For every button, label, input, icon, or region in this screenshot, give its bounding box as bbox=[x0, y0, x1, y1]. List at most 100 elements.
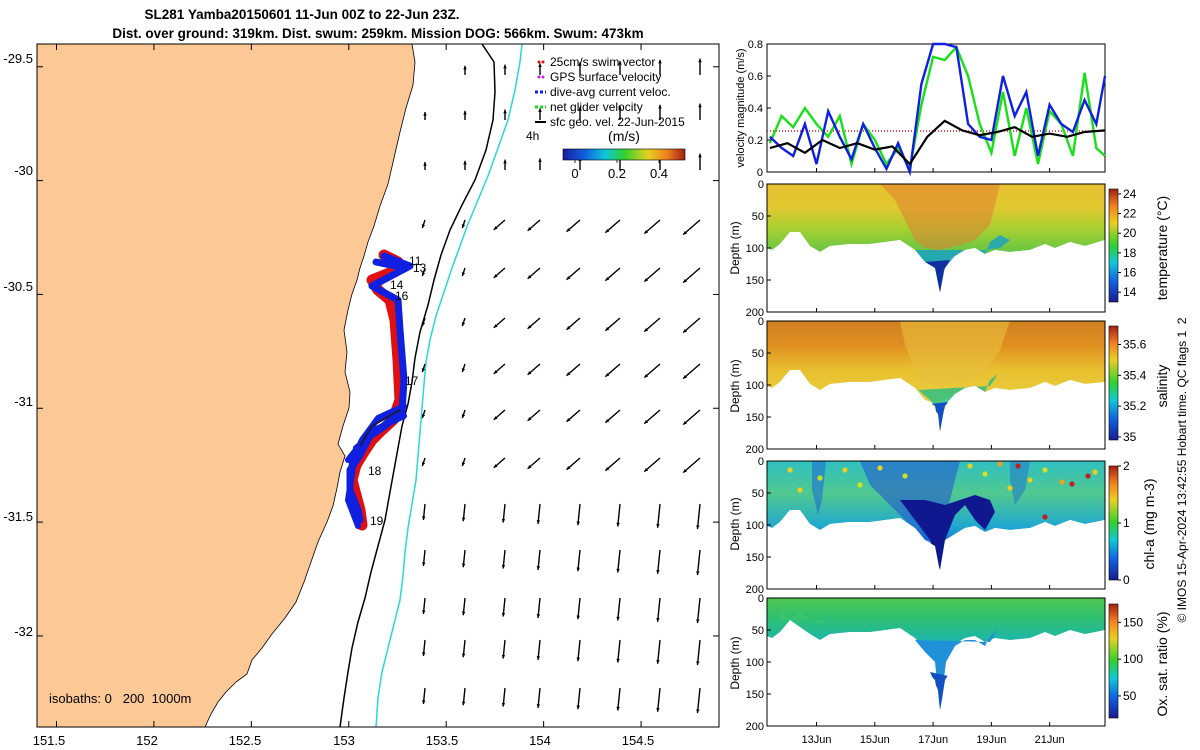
velocity-arrow bbox=[421, 267, 426, 277]
speed-ylabel: velocity magnitude (m/s) bbox=[735, 48, 747, 167]
velocity-arrow bbox=[421, 363, 426, 373]
velocity-arrow bbox=[696, 503, 701, 530]
depth-tick-0-2: 100 bbox=[746, 243, 764, 255]
svg-text:154: 154 bbox=[529, 733, 551, 748]
velocity-arrow bbox=[656, 549, 661, 574]
velocity-arrow bbox=[493, 457, 506, 469]
velocity-arrow bbox=[422, 687, 426, 705]
temp-label: temperature (°C) bbox=[1154, 196, 1170, 300]
time-tick-1: 15Jun bbox=[860, 734, 890, 746]
velocity-arrow bbox=[576, 687, 581, 710]
svg-text:0: 0 bbox=[571, 166, 578, 181]
temp-ticks-2: 18 bbox=[1123, 246, 1137, 260]
velocity-arrow bbox=[503, 64, 507, 75]
depth-tick-2-2: 100 bbox=[746, 520, 764, 532]
depth-tick-3-4: 200 bbox=[746, 721, 764, 733]
velocity-arrow bbox=[536, 687, 541, 708]
velocity-arrow bbox=[604, 409, 621, 424]
velocity-arrow bbox=[538, 108, 542, 120]
velocity-arrow bbox=[538, 158, 542, 170]
svg-text:18: 18 bbox=[368, 464, 382, 478]
sal-valid-mask bbox=[767, 370, 1105, 449]
velocity-arrow bbox=[616, 687, 621, 711]
velocity-arrow bbox=[423, 112, 427, 120]
depth-label-3: Depth (m) bbox=[728, 497, 742, 550]
speed-ytick-3: 0.6 bbox=[748, 71, 763, 83]
salinity-panel: 35 35.2 35.4 35.6 salinity bbox=[766, 320, 1170, 450]
speed-panel: 0 0.2 0.4 0.6 0.8 velocity magnitude (m/s) bbox=[735, 39, 1107, 179]
depth-tick-3-2: 100 bbox=[746, 657, 764, 669]
depth-tick-1-0: 0 bbox=[758, 316, 764, 328]
svg-text:152.5: 152.5 bbox=[229, 733, 262, 748]
svg-text:-31.5: -31.5 bbox=[3, 509, 33, 524]
time-tick-4: 21Jun bbox=[1035, 734, 1065, 746]
sal-ticks-0: 35 bbox=[1123, 430, 1137, 444]
chl-ticks-2: 2 bbox=[1123, 459, 1130, 473]
velocity-arrow bbox=[493, 409, 506, 421]
isobath-1000m bbox=[375, 44, 523, 727]
svg-text:-29.5: -29.5 bbox=[3, 51, 33, 66]
velocity-arrow bbox=[503, 109, 507, 120]
velocity-arrow bbox=[461, 457, 466, 467]
depth-tick-2-4: 200 bbox=[746, 584, 764, 596]
chla-panel: 0 1 2 chl-a (mg m-3) bbox=[766, 459, 1157, 590]
velocity-arrow bbox=[566, 363, 581, 377]
speed-ytick-0: 0 bbox=[757, 167, 763, 179]
velocity-arrow bbox=[421, 219, 426, 229]
velocity-arrow bbox=[604, 267, 621, 282]
speed-series bbox=[768, 42, 1107, 177]
velocity-arrow bbox=[682, 409, 701, 426]
velocity-arrow bbox=[698, 153, 702, 170]
velocity-arrow bbox=[463, 65, 467, 75]
velocity-arrow bbox=[461, 317, 466, 327]
svg-text:151.5: 151.5 bbox=[33, 733, 66, 748]
velocity-arrow bbox=[461, 267, 466, 277]
chl-valid-mask bbox=[767, 510, 1105, 589]
temp-ticks-4: 22 bbox=[1123, 207, 1137, 221]
velocity-arrow bbox=[576, 503, 581, 526]
chl-ticks-1: 1 bbox=[1123, 516, 1130, 530]
temp-valid-mask bbox=[767, 232, 1105, 312]
velocity-arrow bbox=[696, 687, 701, 714]
velocity-arrow bbox=[682, 219, 701, 236]
depth-tick-0-0: 0 bbox=[758, 179, 764, 191]
velocity-arrow bbox=[576, 549, 581, 572]
legend-dive: dive-avg current veloc. bbox=[550, 85, 671, 99]
time-tick-3: 19Jun bbox=[976, 734, 1006, 746]
legend-swim: 25cm/s swim vector bbox=[550, 55, 655, 69]
velocity-arrow bbox=[527, 363, 541, 376]
footer-credit: © IMOS 15-Apr-2024 13:42:55 Hobart time.… bbox=[1175, 317, 1189, 622]
land bbox=[37, 44, 416, 727]
lon-tick-labels: 151.5 152 152.5 153 153.5 154 154.5 bbox=[33, 733, 655, 748]
svg-text:154.5: 154.5 bbox=[622, 733, 655, 748]
depth-tick-3-1: 50 bbox=[752, 625, 764, 637]
velocity-arrow bbox=[527, 409, 541, 422]
temp-ticks-0: 14 bbox=[1123, 285, 1137, 299]
velocity-arrow bbox=[461, 219, 466, 229]
lat-tick-labels: -29.5 -30 -30.5 -31 -31.5 -32 bbox=[3, 51, 33, 639]
velocity-arrow bbox=[698, 103, 702, 120]
velocity-arrow bbox=[536, 503, 541, 524]
velocity-arrow bbox=[461, 363, 466, 373]
temperature-panel: 14 16 18 20 22 24 temperature (°C) bbox=[766, 183, 1170, 313]
velocity-arrow bbox=[658, 104, 662, 120]
svg-text:16: 16 bbox=[395, 289, 409, 303]
velocity-arrow bbox=[461, 549, 466, 568]
legend-gps: GPS surface velocity bbox=[550, 70, 661, 84]
svg-text:153.5: 153.5 bbox=[426, 733, 459, 748]
depth-tick-1-2: 100 bbox=[746, 380, 764, 392]
velocity-arrow bbox=[421, 317, 426, 327]
depth-label-1: Depth (m) bbox=[728, 221, 742, 274]
legend-geo: sfc geo. vel. 22-Jun-2015 bbox=[550, 115, 685, 129]
velocity-arrow bbox=[616, 639, 621, 663]
velocity-arrow bbox=[461, 597, 466, 616]
velocity-arrow bbox=[643, 409, 661, 425]
velocity-arrow bbox=[421, 457, 426, 467]
title-line-1: SL281 Yamba20150601 11-Jun 00Z to 22-Jun… bbox=[145, 7, 460, 22]
velocity-arrow bbox=[422, 639, 426, 657]
velocity-arrow bbox=[604, 317, 621, 332]
ox-ticks-1: 100 bbox=[1123, 652, 1143, 666]
colorbar-unit: (m/s) bbox=[608, 128, 640, 144]
velocity-arrow bbox=[616, 503, 621, 527]
chl-ticks-0: 0 bbox=[1123, 573, 1130, 587]
